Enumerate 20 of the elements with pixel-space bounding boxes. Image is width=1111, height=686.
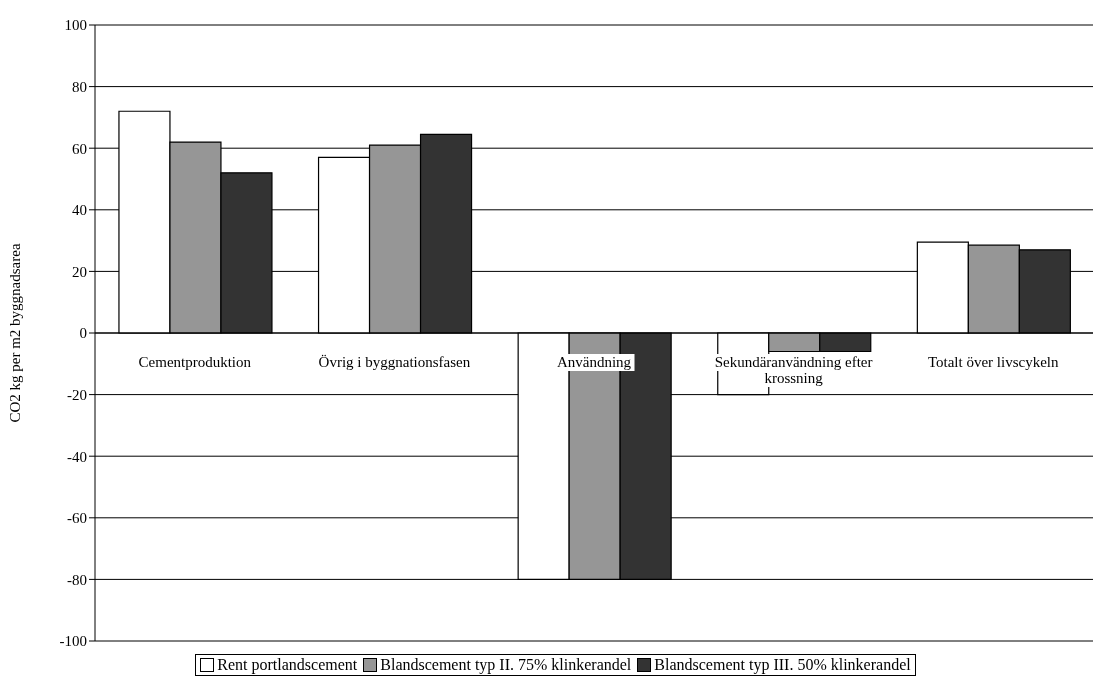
- legend-label: Rent portlandscement: [216, 656, 358, 674]
- y-tick-label: 100: [64, 17, 87, 34]
- x-tick-label: Användning: [556, 354, 632, 370]
- y-tick-label: -60: [67, 510, 87, 527]
- y-axis-title: CO2 kg per m2 byggnadsarea: [7, 243, 24, 423]
- legend-label: Blandscement typ III. 50% klinkerandel: [653, 656, 911, 674]
- y-tick-label: -40: [67, 448, 87, 465]
- y-tick-label: 0: [79, 325, 87, 342]
- y-tick-label: -80: [67, 571, 87, 588]
- y-tick-label: -100: [59, 633, 87, 650]
- x-tick-label: Övrig i byggnationsfasen: [318, 354, 471, 370]
- x-tick-label: Totalt över livscykeln: [927, 354, 1059, 370]
- x-tick-label: Cementproduktion: [138, 354, 252, 370]
- y-tick-label: 20: [72, 263, 87, 280]
- y-tick-label: 60: [72, 140, 87, 157]
- y-tick-label: -20: [67, 386, 87, 403]
- y-tick-label: 80: [72, 78, 87, 95]
- y-tick-label: 40: [72, 202, 87, 219]
- x-tick-label: Sekundäranvändning efter krossning: [714, 354, 873, 386]
- legend-label: Blandscement typ II. 75% klinkerandel: [379, 656, 632, 674]
